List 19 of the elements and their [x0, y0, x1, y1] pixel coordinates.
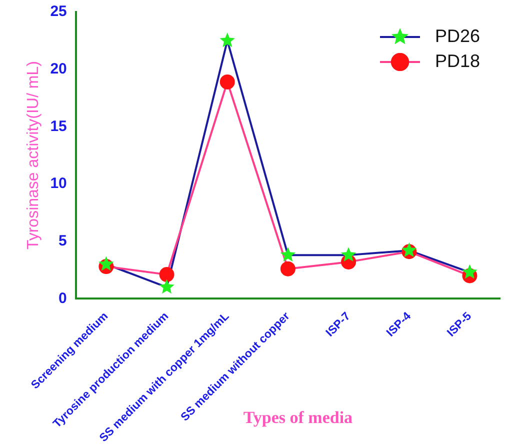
- x-axis-title: Types of media: [243, 408, 354, 428]
- point: [220, 74, 235, 90]
- point: [280, 261, 296, 276]
- point: [340, 247, 356, 262]
- y-tick-label: 10: [50, 175, 67, 192]
- point: [280, 247, 296, 262]
- y-tick-label: 0: [58, 290, 67, 307]
- point: [159, 267, 174, 282]
- y-tick-label: 15: [50, 118, 67, 135]
- y-tick-label: 25: [50, 3, 67, 20]
- point: [462, 264, 478, 279]
- legend-label: PD26: [435, 26, 480, 46]
- point: [159, 279, 174, 294]
- point: [98, 256, 114, 271]
- y-tick-label: 20: [50, 60, 67, 78]
- y-tick-label: 5: [58, 232, 67, 250]
- point: [220, 32, 235, 48]
- legend-label: PD18: [435, 50, 480, 71]
- y-axis-title: Tyrosinase activity(IU/ mL): [25, 61, 42, 250]
